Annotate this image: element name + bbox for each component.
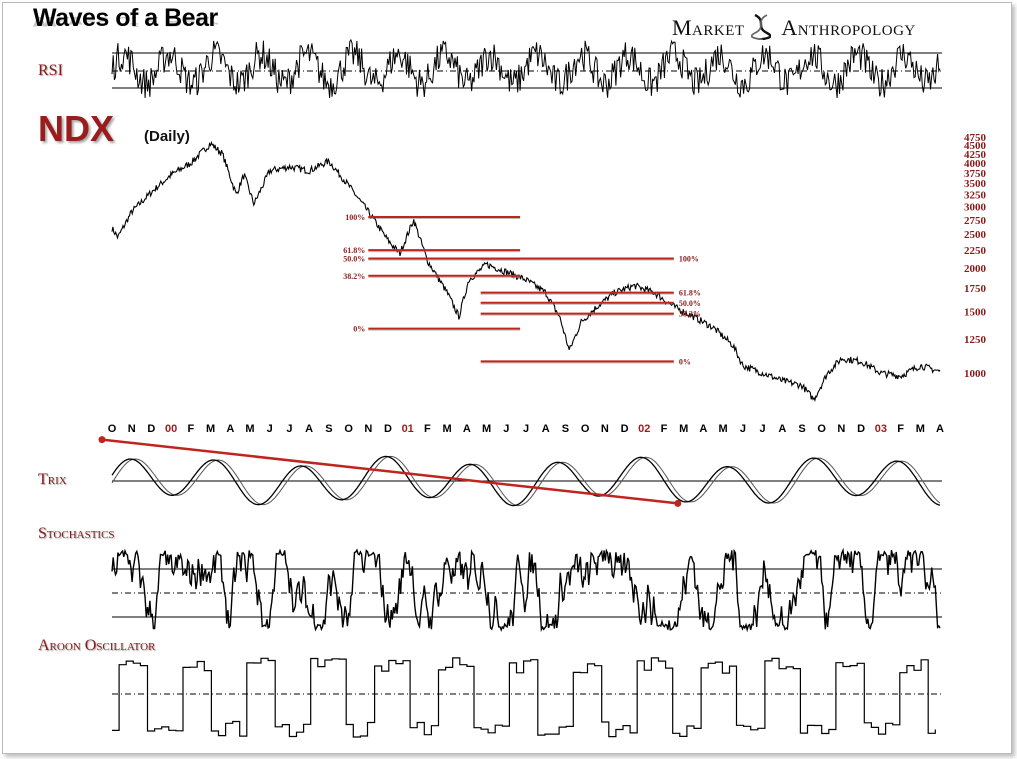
rsi-panel [111,38,942,99]
x-month-label: O [817,423,826,435]
fib-label: 50.0% [343,254,365,263]
fib-label: 100% [345,213,365,222]
x-month-label: J [760,423,766,435]
x-month-label: D [384,423,392,435]
brand-right: Anthropology [781,15,916,40]
fib-label: 61.8% [679,289,701,298]
fib-label: 38.2% [679,310,701,319]
x-month-label: N [364,423,372,435]
ndx-label: NDX [38,108,115,149]
x-month-label: M [443,423,452,435]
rsi-series [111,38,941,99]
price-series [111,140,941,403]
price-panel [111,140,941,403]
x-month-label: J [267,423,273,435]
fib-label: 50.0% [679,299,701,308]
stoch-series [111,547,941,633]
y-tick-label: 4500 [964,140,987,152]
aroon-label: Aroon Oscillator [38,637,156,654]
brand-left: Market [672,15,745,40]
x-month-label: O [344,423,353,435]
x-month-label: A [936,423,944,435]
y-tick-label: 3750 [964,168,987,180]
x-month-label: A [226,423,234,435]
fib-label: 100% [679,254,699,263]
x-month-label: N [601,423,609,435]
x-month-label: F [897,423,904,435]
x-month-label: J [286,423,292,435]
y-tick-label: 1250 [964,334,987,346]
x-month-label: N [128,423,136,435]
x-month-label: M [482,423,491,435]
x-month-label: A [778,423,786,435]
x-month-label: 03 [875,423,887,435]
trendline-end-point [674,499,682,507]
x-month-label: D [147,423,155,435]
fib-label: 0% [679,357,691,366]
x-month-label: D [857,423,865,435]
trix-panel [98,436,942,507]
brand-logo: Market Anthropology [672,13,916,42]
x-month-label: N [837,423,845,435]
stochastics-panel [111,547,942,633]
y-tick-label: 2500 [964,229,987,241]
x-month-label: F [661,423,668,435]
x-month-label: J [503,423,509,435]
x-month-label: A [305,423,313,435]
aroon-panel [112,657,942,738]
x-month-label: M [206,423,215,435]
x-month-label: M [916,423,925,435]
y-tick-label: 1000 [964,368,987,380]
y-tick-label: 2000 [964,263,987,275]
fibonacci-levels: 100%61.8%50.0%38.2%0%100%61.8%50.0%38.2%… [343,213,701,366]
aroon-series [112,657,936,738]
fib-label: 0% [353,325,365,334]
x-month-label: A [463,423,471,435]
x-month-label: O [581,423,590,435]
y-tick-label: 3250 [964,190,987,202]
y-tick-label: 1500 [964,307,987,319]
x-month-label: J [523,423,529,435]
y-tick-label: 2250 [964,245,987,257]
fib-label: 61.8% [343,246,365,255]
trix-label: Trix [38,471,67,488]
x-month-label: 01 [402,423,414,435]
x-month-label: S [562,423,569,435]
dna-helix-icon [750,13,777,42]
y-tick-label: 3500 [964,178,987,190]
x-month-label: A [699,423,707,435]
x-month-label: 00 [165,423,177,435]
y-tick-label: 3000 [964,202,987,214]
stochastics-label: Stochastics [38,525,115,542]
trix-series [111,455,941,507]
ndx-sublabel: (Daily) [144,128,190,145]
x-month-label: M [679,423,688,435]
x-month-label: O [108,423,117,435]
x-month-label: F [188,423,195,435]
x-month-label: S [798,423,805,435]
x-month-label: 02 [638,423,650,435]
y-tick-label: 4250 [964,149,987,161]
x-month-label: M [719,423,728,435]
trendline-start-point [98,436,106,444]
month-axis: O N D 00 F M A M J J A S O N D 01 F M A M J J A S O N D 02 F M A M J J A S O… [108,423,944,435]
fib-label: 38.2% [343,272,365,281]
y-tick-label: 1750 [964,283,987,295]
chart-title: Waves of a Bear [33,4,218,32]
rsi-label: RSI [38,62,63,79]
trix-signal [111,455,941,507]
x-month-label: M [245,423,254,435]
x-month-label: J [740,423,746,435]
y-tick-label: 4750 [964,132,987,144]
x-month-label: A [542,423,550,435]
x-month-label: D [621,423,629,435]
y-tick-label: 2750 [964,215,987,227]
trix-trendline [101,438,678,505]
y-tick-label: 4000 [964,158,987,170]
x-month-label: S [325,423,332,435]
x-month-label: F [424,423,431,435]
